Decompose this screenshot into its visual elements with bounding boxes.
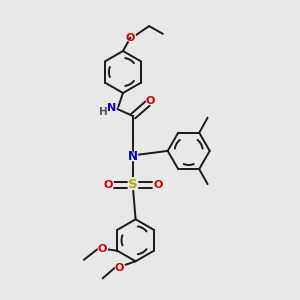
Text: O: O xyxy=(104,180,113,190)
Text: O: O xyxy=(103,178,115,192)
Text: H: H xyxy=(98,105,109,119)
Text: N: N xyxy=(107,103,116,113)
Text: N: N xyxy=(127,149,140,164)
Text: O: O xyxy=(124,31,136,44)
Text: O: O xyxy=(97,244,106,254)
Text: O: O xyxy=(96,242,108,256)
Text: N: N xyxy=(106,101,117,115)
Text: S: S xyxy=(128,178,138,191)
Text: S: S xyxy=(128,177,139,192)
Text: H: H xyxy=(99,107,108,117)
Text: O: O xyxy=(146,96,155,106)
Text: O: O xyxy=(153,180,163,190)
Text: O: O xyxy=(113,261,125,275)
Text: O: O xyxy=(126,32,135,43)
Text: O: O xyxy=(114,263,124,273)
Text: O: O xyxy=(152,178,164,192)
Text: O: O xyxy=(145,94,157,108)
Text: N: N xyxy=(128,150,138,163)
